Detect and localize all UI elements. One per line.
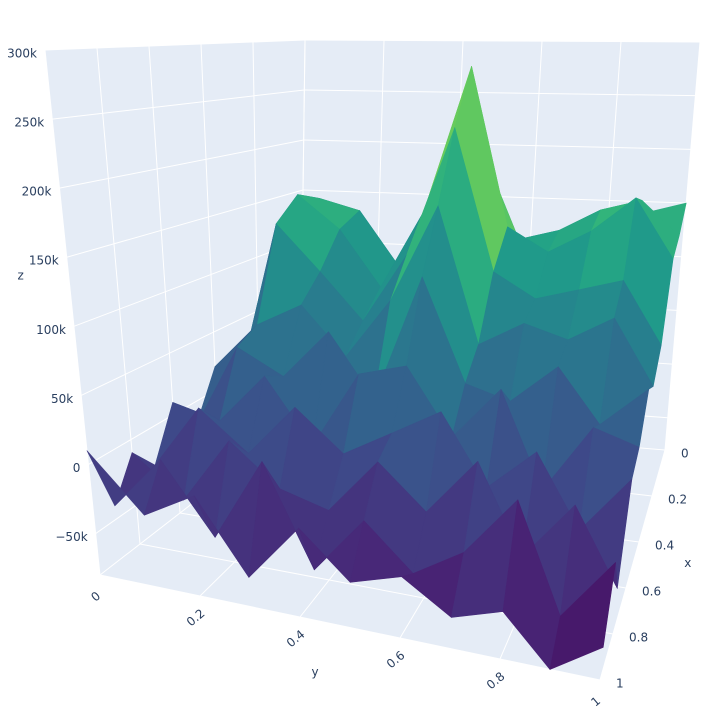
z-tick-label: 0 — [73, 461, 81, 475]
z-grid-line — [303, 139, 691, 150]
y-tick-label: 0 — [88, 589, 103, 605]
x-tick-label: 0.4 — [655, 539, 674, 553]
x-axis-title: x — [684, 556, 691, 570]
z-grid-line — [73, 239, 303, 327]
y-tick-label: 0.6 — [384, 648, 408, 671]
y-tick-label: 0.8 — [484, 669, 508, 692]
z-grid-line — [66, 189, 304, 258]
z-axis-title: z — [17, 268, 23, 282]
z-tick-label: −50k — [55, 530, 87, 544]
z-grid-line — [44, 39, 306, 51]
x-grid-line — [99, 574, 601, 681]
surface-patch — [549, 562, 616, 670]
z-tick-label: 200k — [22, 185, 52, 199]
x-tick-label: 0.8 — [629, 631, 648, 645]
x-tick-label: 0.2 — [668, 493, 687, 507]
x-tick-label: 1 — [616, 677, 624, 691]
y-tick-label: 0.2 — [184, 606, 208, 629]
y-grid-line — [599, 449, 666, 681]
x-tick-label: 0 — [681, 447, 689, 461]
y-axis-title: y — [311, 665, 318, 679]
z-grid-line — [59, 139, 304, 189]
y-grid-line — [664, 41, 701, 451]
y-tick-label: 1 — [588, 694, 603, 709]
z-tick-label: 250k — [14, 116, 44, 130]
y-tick-label: 0.4 — [284, 627, 308, 650]
z-tick-label: 300k — [7, 47, 37, 61]
z-grid-line — [52, 89, 305, 120]
z-grid-line — [304, 39, 701, 43]
z-tick-label: 150k — [29, 254, 59, 268]
x-grid-line — [44, 49, 101, 576]
z-tick-label: 100k — [36, 323, 66, 337]
z-grid-line — [304, 89, 696, 97]
x-tick-label: 0.6 — [642, 585, 661, 599]
z-tick-label: 50k — [51, 392, 73, 406]
